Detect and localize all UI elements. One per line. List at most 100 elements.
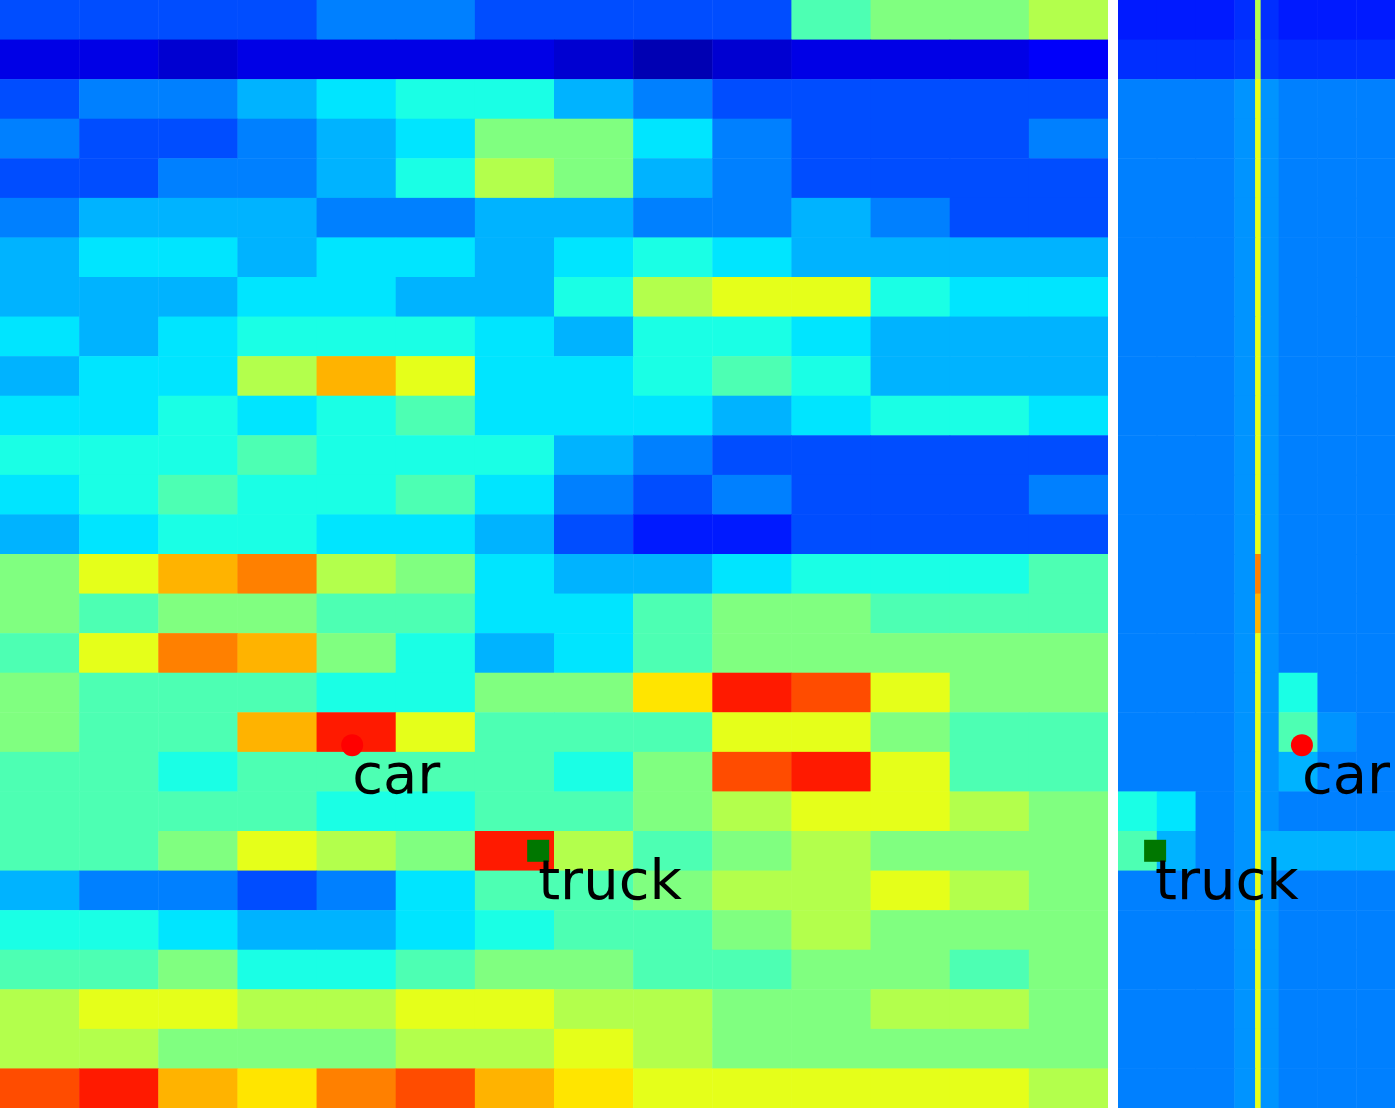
heatmap-cell	[1157, 475, 1196, 515]
heatmap-cell	[554, 198, 634, 238]
heatmap	[1118, 0, 1395, 1108]
heatmap-cell	[396, 475, 476, 515]
heatmap-cell	[871, 712, 951, 752]
heatmap-cell	[0, 514, 80, 554]
heatmap-cell	[1157, 910, 1196, 950]
heatmap-cell	[1261, 752, 1280, 792]
heatmap-cell	[0, 277, 80, 317]
heatmap-cell	[1279, 317, 1318, 357]
heatmap-cell	[1157, 791, 1196, 831]
heatmap-cell	[237, 79, 317, 119]
heatmap-cell	[79, 475, 159, 515]
heatmap-cell	[871, 1068, 951, 1108]
heatmap-cell	[475, 79, 555, 119]
heatmap-cell	[791, 1068, 871, 1108]
heatmap-cell	[475, 1068, 555, 1108]
annotations: cartruck	[1144, 734, 1391, 912]
heatmap-cell	[1029, 871, 1108, 911]
heatmap-cell	[1261, 989, 1280, 1029]
heatmap-cell	[554, 277, 634, 317]
heatmap-cell	[79, 198, 159, 238]
heatmap-cell	[0, 791, 80, 831]
heatmap-cell	[1317, 277, 1356, 317]
heatmap-cell	[1317, 1068, 1356, 1108]
heatmap-cell	[950, 910, 1030, 950]
heatmap-cell	[871, 435, 951, 475]
heatmap-cell	[791, 435, 871, 475]
heatmap-cell	[950, 79, 1030, 119]
heatmap-cell	[1255, 475, 1261, 515]
heatmap-cell	[1356, 1029, 1395, 1069]
heatmap-cell	[1118, 989, 1157, 1029]
heatmap-cell	[791, 40, 871, 80]
heatmap-cell	[712, 989, 792, 1029]
heatmap-cell	[0, 435, 80, 475]
heatmap-cell	[1196, 1068, 1235, 1108]
heatmap-cell	[1118, 435, 1157, 475]
heatmap-cell	[712, 871, 792, 911]
heatmap-cell	[633, 989, 713, 1029]
heatmap-cell	[1255, 79, 1261, 119]
heatmap-cell	[79, 158, 159, 198]
heatmap-cell	[396, 514, 476, 554]
heatmap-cell	[0, 317, 80, 357]
heatmap-cell	[158, 0, 238, 40]
heatmap-cell	[791, 119, 871, 159]
heatmap-cell	[1356, 910, 1395, 950]
heatmap-cell	[1261, 356, 1280, 396]
heatmap-cell	[79, 673, 159, 713]
heatmap-cell	[1317, 594, 1356, 634]
heatmap-cell	[1196, 237, 1235, 277]
heatmap-cell	[158, 594, 238, 634]
heatmap-cell	[158, 198, 238, 238]
heatmap-cell	[1261, 594, 1280, 634]
heatmap-cell	[791, 712, 871, 752]
heatmap-cell	[1234, 435, 1255, 475]
heatmap-cell	[79, 633, 159, 673]
heatmap-cell	[712, 791, 792, 831]
heatmap-cell	[950, 237, 1030, 277]
heatmap-cell	[950, 0, 1030, 40]
heatmap-cell	[396, 119, 476, 159]
heatmap-cell	[396, 950, 476, 990]
heatmap-cell	[871, 158, 951, 198]
heatmap-cell	[871, 791, 951, 831]
heatmap-cell	[554, 554, 634, 594]
heatmap-cell	[1279, 594, 1318, 634]
heatmap-cell	[0, 79, 80, 119]
heatmap-cell	[791, 277, 871, 317]
heatmap-cell	[1317, 198, 1356, 238]
heatmap-cell	[1029, 435, 1108, 475]
heatmap-cell	[1261, 158, 1280, 198]
heatmap-cell	[1317, 910, 1356, 950]
heatmap-cell	[1118, 791, 1157, 831]
heatmap-cell	[1029, 119, 1108, 159]
heatmap-cell	[237, 554, 317, 594]
heatmap-cell	[554, 950, 634, 990]
heatmap-cell	[1118, 673, 1157, 713]
heatmap-cell	[1234, 910, 1255, 950]
heatmap-cell	[0, 831, 80, 871]
heatmap-cell	[1317, 831, 1356, 871]
heatmap-cell	[1234, 554, 1255, 594]
heatmap-cell	[1356, 673, 1395, 713]
heatmap-cell	[396, 79, 476, 119]
heatmap-cell	[554, 1068, 634, 1108]
heatmap-cell	[475, 396, 555, 436]
heatmap-cell	[633, 396, 713, 436]
heatmap-cell	[1356, 950, 1395, 990]
heatmap-cell	[0, 0, 80, 40]
heatmap-cell	[1255, 673, 1261, 713]
heatmap-cell	[1029, 910, 1108, 950]
heatmap-cell	[1196, 989, 1235, 1029]
heatmap-cell	[79, 356, 159, 396]
heatmap-cell	[1234, 633, 1255, 673]
heatmap-cell	[1196, 910, 1235, 950]
heatmap-cell	[79, 1029, 159, 1069]
heatmap-cell	[79, 317, 159, 357]
heatmap-cell	[633, 1029, 713, 1069]
heatmap-cell	[158, 396, 238, 436]
heatmap-cell	[1356, 554, 1395, 594]
heatmap-cell	[396, 0, 476, 40]
heatmap-cell	[317, 317, 397, 357]
